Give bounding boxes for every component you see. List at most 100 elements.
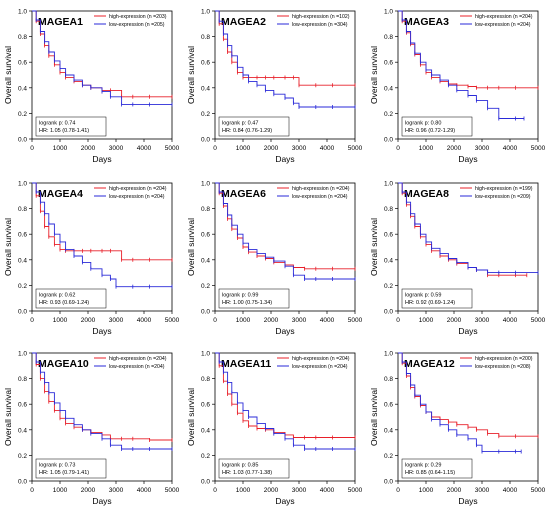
y-tick-label: 0.0 xyxy=(384,479,393,486)
x-tick-label: 1000 xyxy=(53,145,68,152)
x-axis-label: Days xyxy=(458,154,477,164)
x-tick-label: 2000 xyxy=(81,487,96,494)
y-tick-label: 0.6 xyxy=(201,60,210,67)
x-axis-label: Days xyxy=(92,496,111,506)
y-tick-label: 0.0 xyxy=(384,309,393,316)
y-tick-label: 0.8 xyxy=(384,34,393,41)
km-chart: 0.0 0.2 0.4 0.6 0.8 1.0 0 1000 2000 3000 4000 5000 D… xyxy=(369,181,546,337)
y-tick-label: 0.0 xyxy=(18,479,27,486)
x-tick-label: 5000 xyxy=(531,145,546,152)
legend-entry: low-expression (n =204) xyxy=(292,194,348,200)
legend-entry: low-expression (n =204) xyxy=(292,364,348,370)
legend-entry: low-expression (n =209) xyxy=(475,194,531,200)
y-tick-label: 0.2 xyxy=(18,453,27,460)
km-chart: 0.0 0.2 0.4 0.6 0.8 1.0 0 1000 2000 3000 4000 5000 D… xyxy=(3,9,180,165)
x-axis-label: Days xyxy=(458,496,477,506)
y-axis-label: Overall survival xyxy=(369,218,379,276)
y-tick-label: 0.2 xyxy=(384,283,393,290)
logrank-p-value: logrank p: 0.73 xyxy=(39,463,75,469)
y-axis-label: Overall survival xyxy=(369,46,379,104)
survival-curve-low xyxy=(398,182,538,274)
km-panel-magea10: 0.0 0.2 0.4 0.6 0.8 1.0 0 1000 2000 3000 4000 5000 D… xyxy=(2,345,182,513)
plot-frame xyxy=(214,10,356,140)
x-tick-label: 5000 xyxy=(348,145,363,152)
x-axis-label: Days xyxy=(458,326,477,336)
y-axis-label: Overall survival xyxy=(3,388,13,446)
chart-title: MAGEA6 xyxy=(221,188,266,200)
hazard-ratio: HR: 0.96 (0.72-1.29) xyxy=(405,128,455,134)
x-tick-label: 3000 xyxy=(292,145,307,152)
y-tick-label: 0.8 xyxy=(18,34,27,41)
y-tick-label: 0.2 xyxy=(201,111,210,118)
y-tick-label: 0.4 xyxy=(384,85,393,92)
y-axis-label: Overall survival xyxy=(3,218,13,276)
y-tick-label: 0.6 xyxy=(18,60,27,67)
legend-entry: low-expression (n =304) xyxy=(292,22,348,28)
survival-curve-low xyxy=(215,352,355,450)
legend-entry: high-expression (n =204) xyxy=(475,14,533,20)
y-axis-label: Overall survival xyxy=(3,46,13,104)
y-tick-label: 0.2 xyxy=(384,453,393,460)
y-axis-label: Overall survival xyxy=(369,388,379,446)
km-panel-magea6: 0.0 0.2 0.4 0.6 0.8 1.0 0 1000 2000 3000 4000 5000 D… xyxy=(185,175,365,343)
y-tick-label: 0.2 xyxy=(384,111,393,118)
y-tick-label: 0.4 xyxy=(201,85,210,92)
stats-box xyxy=(35,288,107,309)
x-tick-label: 5000 xyxy=(348,317,363,324)
x-tick-label: 2000 xyxy=(264,317,279,324)
y-tick-label: 0.8 xyxy=(384,376,393,383)
x-tick-label: 0 xyxy=(30,317,34,324)
x-tick-label: 1000 xyxy=(236,317,251,324)
legend-entry: low-expression (n =204) xyxy=(109,364,165,370)
survival-curve-low xyxy=(32,10,172,105)
y-axis-label: Overall survival xyxy=(186,46,196,104)
hazard-ratio: HR: 0.85 (0.64-1.15) xyxy=(405,470,455,476)
x-tick-label: 5000 xyxy=(348,487,363,494)
y-tick-label: 0.0 xyxy=(384,137,393,144)
y-tick-label: 0.8 xyxy=(18,376,27,383)
y-tick-label: 0.6 xyxy=(384,232,393,239)
stats-box xyxy=(218,458,290,479)
hazard-ratio: HR: 0.92 (0.69-1.24) xyxy=(405,300,455,306)
y-tick-label: 0.8 xyxy=(18,206,27,213)
chart-title: MAGEA11 xyxy=(221,358,271,370)
x-tick-label: 4000 xyxy=(320,317,335,324)
x-axis-label: Days xyxy=(92,326,111,336)
logrank-p-value: logrank p: 0.80 xyxy=(405,121,441,127)
km-panel-magea4: 0.0 0.2 0.4 0.6 0.8 1.0 0 1000 2000 3000 4000 5000 D… xyxy=(2,175,182,343)
x-tick-label: 1000 xyxy=(419,145,434,152)
y-tick-label: 1.0 xyxy=(201,181,210,188)
logrank-p-value: logrank p: 0.62 xyxy=(39,293,75,299)
legend-entry: low-expression (n =204) xyxy=(109,194,165,200)
chart-title: MAGEA10 xyxy=(38,358,89,370)
y-tick-label: 1.0 xyxy=(384,351,393,358)
logrank-p-value: logrank p: 0.47 xyxy=(222,121,258,127)
stats-box xyxy=(218,288,290,309)
stats-box xyxy=(35,116,107,137)
legend-entry: low-expression (n =208) xyxy=(475,364,531,370)
x-axis-label: Days xyxy=(275,154,294,164)
legend-entry: high-expression (n =199) xyxy=(475,186,533,192)
y-tick-label: 0.6 xyxy=(201,402,210,409)
y-tick-label: 0.2 xyxy=(18,111,27,118)
km-panel-magea11: 0.0 0.2 0.4 0.6 0.8 1.0 0 1000 2000 3000 4000 5000 D… xyxy=(185,345,365,513)
hazard-ratio: HR: 1.00 (0.75-1.34) xyxy=(222,300,272,306)
logrank-p-value: logrank p: 0.99 xyxy=(222,293,258,299)
y-tick-label: 0.6 xyxy=(18,402,27,409)
chart-title: MAGEA4 xyxy=(38,188,83,200)
plot-frame xyxy=(31,182,173,312)
y-tick-label: 1.0 xyxy=(201,351,210,358)
y-tick-label: 0.8 xyxy=(201,206,210,213)
x-axis-label: Days xyxy=(275,496,294,506)
plot-frame xyxy=(214,182,356,312)
chart-title: MAGEA1 xyxy=(38,16,83,28)
x-tick-label: 3000 xyxy=(292,317,307,324)
logrank-p-value: logrank p: 0.85 xyxy=(222,463,258,469)
legend-entry: high-expression (n =200) xyxy=(475,356,533,362)
y-tick-label: 0.8 xyxy=(201,376,210,383)
legend-entry: low-expression (n =205) xyxy=(109,22,165,28)
x-tick-label: 2000 xyxy=(264,487,279,494)
chart-title: MAGEA8 xyxy=(404,188,449,200)
y-tick-label: 0.6 xyxy=(384,402,393,409)
